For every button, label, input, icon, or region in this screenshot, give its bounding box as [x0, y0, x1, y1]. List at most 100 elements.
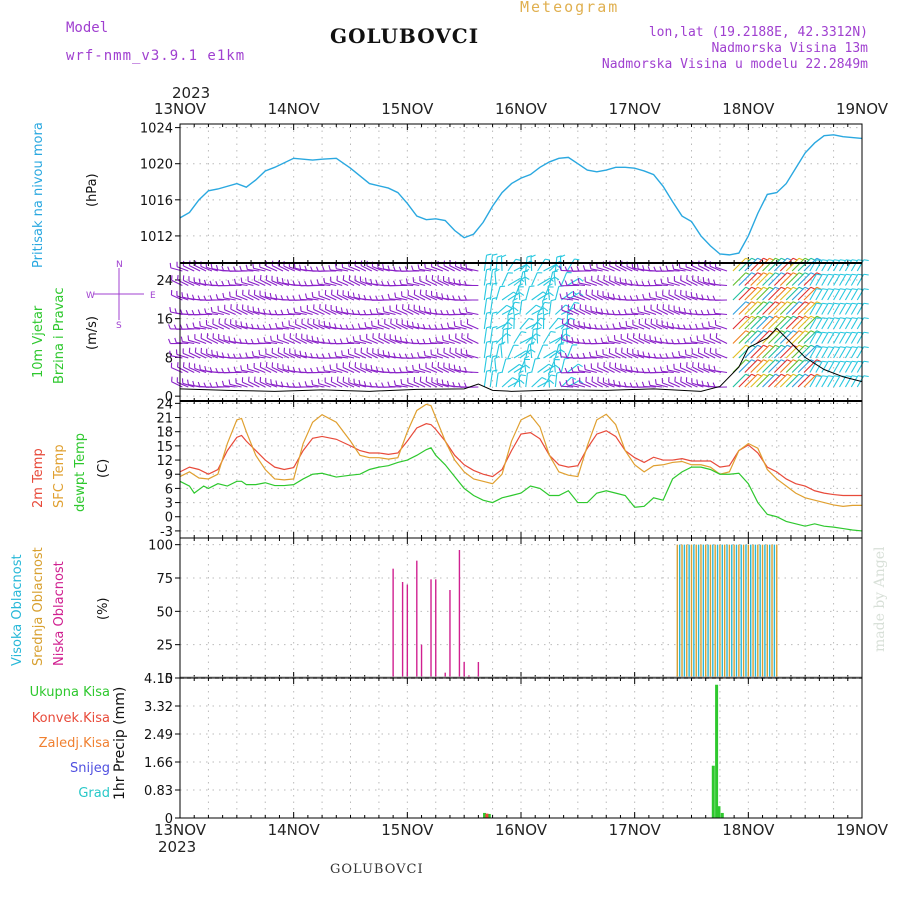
wind-barb — [525, 304, 537, 315]
wind-barb — [489, 342, 494, 359]
wind-barb — [271, 280, 284, 287]
wind-barb — [519, 359, 526, 373]
wind-barb — [703, 338, 716, 345]
wind-barb-feather — [452, 295, 456, 301]
wind-barb-feather — [398, 353, 402, 359]
wind-barb — [306, 297, 319, 301]
wind-barb — [419, 268, 432, 272]
wind-barb — [194, 326, 207, 330]
wind-barb — [662, 382, 674, 388]
wind-barb-feather — [221, 280, 225, 286]
wind-barb — [206, 337, 219, 344]
wind-barb-feather — [375, 382, 379, 388]
wind-barb-feather — [559, 381, 562, 387]
wind-barb — [609, 366, 621, 373]
wind-barb — [200, 325, 213, 330]
y-tick-label: 0 — [165, 812, 173, 827]
wind-barb — [371, 325, 384, 330]
wind-barb — [241, 281, 254, 287]
wind-barb — [797, 315, 812, 330]
model-name: wrf-nmm_v3.9.1 e1km — [66, 48, 246, 64]
wind-barb-feather — [370, 365, 373, 371]
wind-barb-feather — [828, 317, 834, 320]
wind-barb-feather — [520, 374, 526, 377]
wind-barb-feather — [839, 317, 846, 320]
wind-barb — [791, 344, 806, 359]
wind-barb-feather — [559, 341, 565, 345]
wind-barb-feather — [240, 321, 243, 327]
wind-barb-feather — [369, 295, 373, 301]
wind-barb-feather — [256, 324, 260, 330]
wind-barb — [673, 356, 686, 359]
wind-barb-feather — [564, 280, 568, 286]
wind-barb — [603, 279, 615, 286]
wind-barb — [827, 273, 835, 286]
y-tick-label: 2.49 — [144, 728, 173, 743]
wind-barb-feather — [625, 320, 628, 326]
wind-barb — [200, 337, 213, 344]
wind-barb — [354, 280, 367, 287]
wind-barb-feather — [197, 309, 201, 315]
wind-barb — [785, 272, 800, 286]
wind-barb-feather — [405, 366, 408, 372]
wind-barb — [644, 338, 657, 345]
wind-barb — [620, 326, 633, 330]
date-tick-bottom: 13NOV — [154, 821, 207, 839]
wind-barb — [378, 353, 390, 359]
model-label: Model — [66, 20, 109, 36]
wind-barb — [324, 282, 337, 287]
wind-barb — [738, 286, 752, 301]
wind-barb — [585, 281, 597, 287]
wind-barb — [627, 352, 639, 359]
date-tick-top: 17NOV — [609, 100, 662, 118]
wind-barb — [827, 360, 835, 373]
legend-hail: Grad — [78, 786, 110, 801]
wind-barb-feather — [558, 265, 562, 271]
wind-barb — [679, 355, 692, 359]
wind-barb-feather — [292, 382, 296, 388]
wind-barb — [744, 344, 758, 359]
date-tick-top: 18NOV — [722, 100, 775, 118]
wind-barb — [211, 311, 224, 316]
wind-barb — [289, 352, 301, 359]
wind-barb — [218, 310, 230, 316]
wind-barb — [809, 331, 817, 344]
wind-barb-feather — [357, 323, 361, 329]
wind-barb — [425, 267, 438, 272]
wind-barb-feather — [257, 307, 260, 313]
wind-barb-feather — [607, 292, 610, 298]
wind-barb-feather — [209, 382, 213, 388]
wind-barb-feather — [594, 338, 598, 344]
wind-barb-feather — [400, 379, 403, 385]
wind-barb — [768, 272, 782, 286]
wind-barb — [430, 342, 443, 345]
wind-barb — [443, 280, 455, 287]
wind-barb — [294, 311, 307, 316]
wind-barb-feather — [525, 364, 531, 369]
wind-barb-feather — [179, 309, 183, 315]
wind-barb — [431, 354, 444, 359]
wind-barb — [620, 338, 633, 345]
wind-barb-feather — [453, 278, 456, 284]
wind-barb-feather — [286, 295, 290, 301]
wind-barb-feather — [544, 258, 551, 261]
wind-barb — [401, 284, 414, 287]
wind-barb-feather — [435, 336, 438, 342]
wind-barb — [674, 294, 686, 301]
wind-barb-feather — [839, 302, 846, 305]
wind-barb-feather — [863, 317, 869, 320]
wind-barb — [342, 381, 355, 388]
wind-barb — [609, 265, 621, 272]
wind-barb — [785, 301, 800, 315]
wind-barb — [791, 373, 806, 388]
wind-barb-feather — [822, 331, 828, 334]
wind-barb — [632, 324, 645, 330]
wind-barb-feather — [653, 353, 657, 359]
wind-barb-feather — [169, 350, 172, 356]
wind-barb-feather — [333, 339, 337, 345]
wind-barb-feather — [863, 346, 869, 349]
wind-barb-feather — [618, 294, 621, 300]
wind-barb — [560, 307, 574, 315]
dewpoint-line — [179, 447, 863, 532]
wind-barb — [300, 310, 313, 316]
